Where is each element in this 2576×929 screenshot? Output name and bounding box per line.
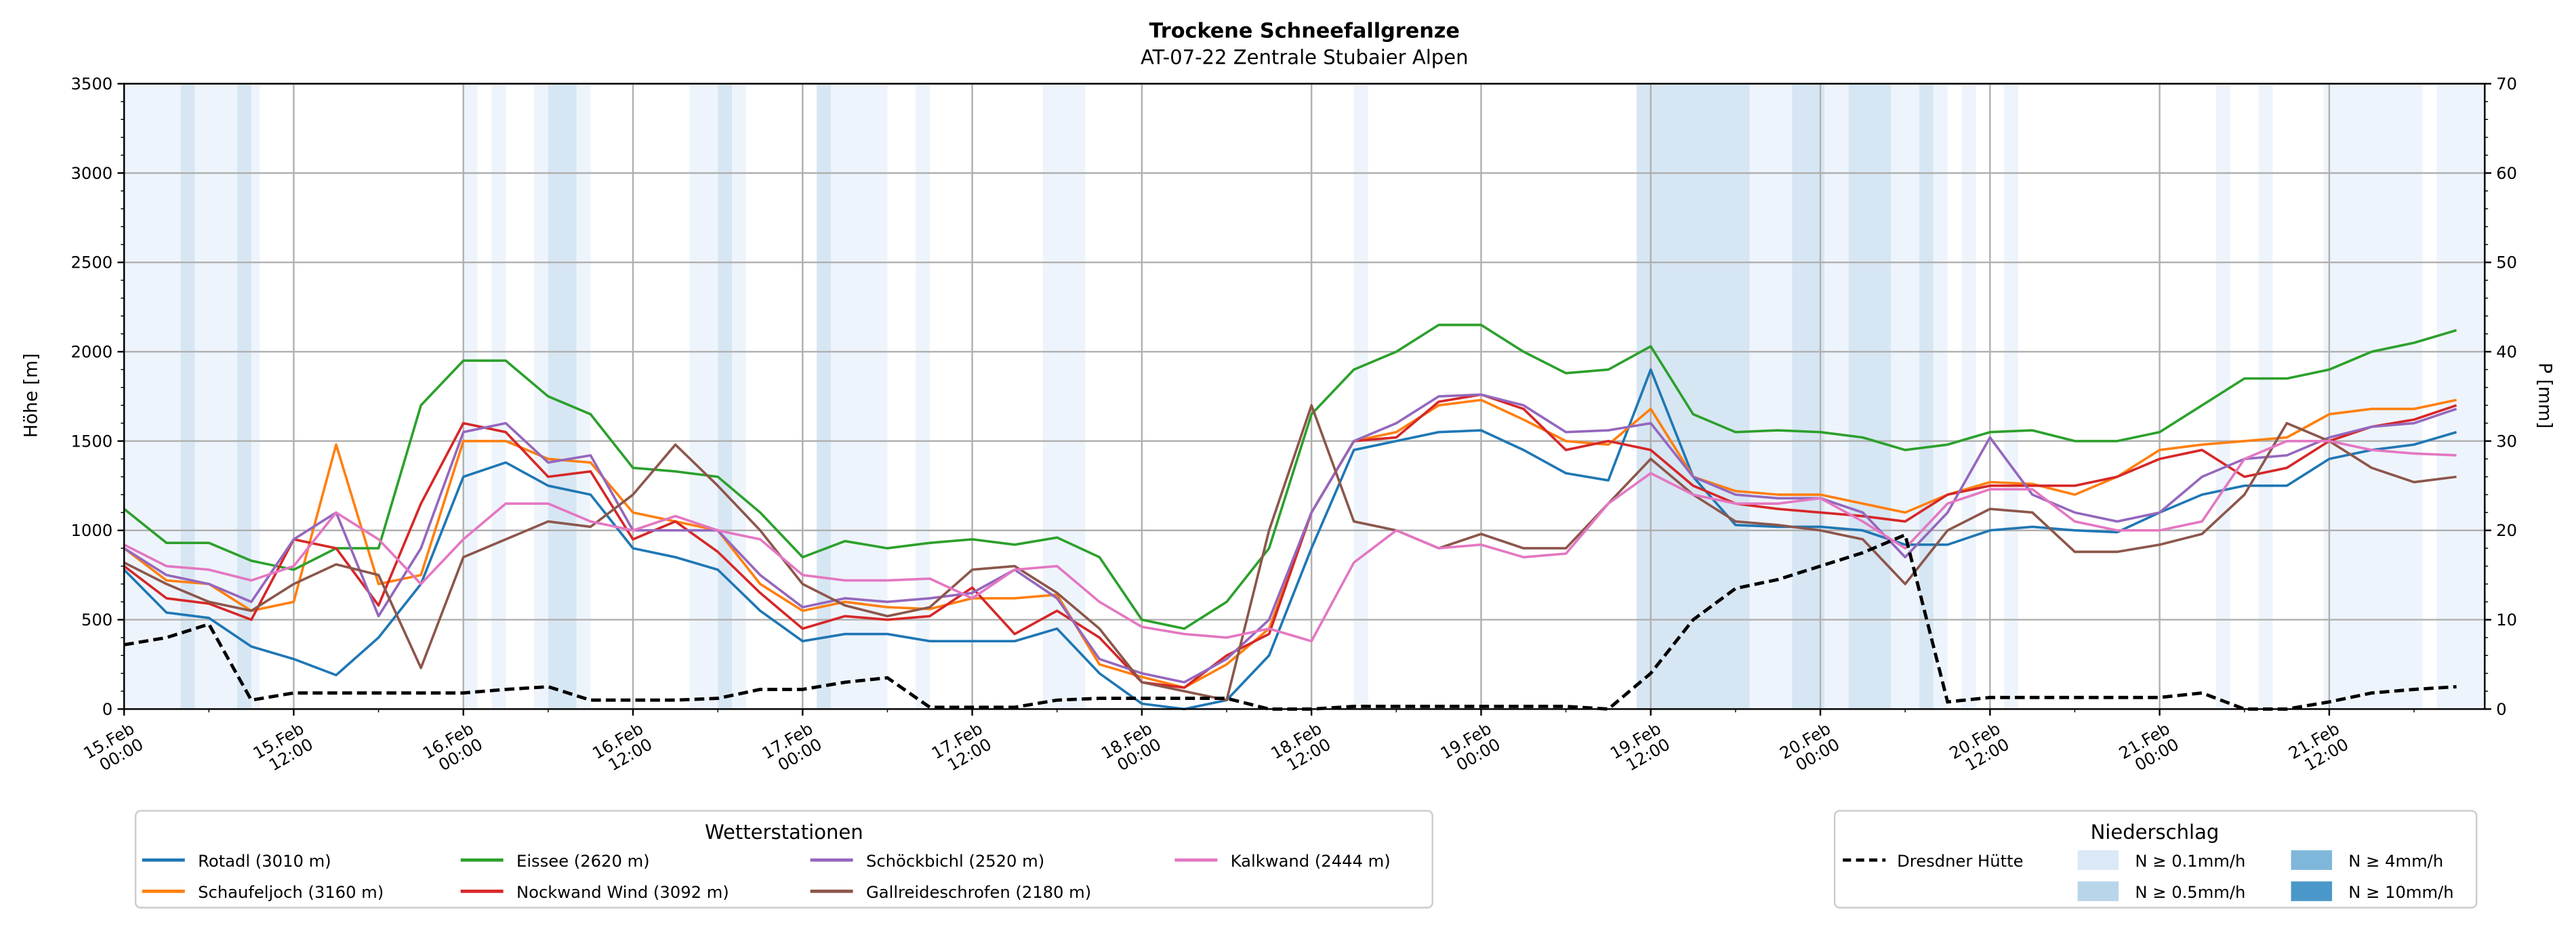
- x-tick-label: 15.Feb00:00: [81, 719, 147, 779]
- chart-subtitle: AT-07-22 Zentrale Stubaier Alpen: [1141, 45, 1469, 68]
- legend-label-station: Eissee (2620 m): [516, 852, 650, 871]
- precip-band: [1933, 83, 1948, 709]
- legend-label-n4: N ≥ 4mm/h: [2348, 852, 2443, 871]
- y-tick-label: 2500: [71, 253, 113, 272]
- precip-band: [180, 83, 195, 709]
- precip-band: [1636, 83, 1750, 709]
- legend-swatch-n10: [2291, 881, 2333, 901]
- y2-tick-label: 40: [2496, 343, 2517, 362]
- precip-band: [1848, 83, 1892, 709]
- series-line-3: [123, 393, 2457, 689]
- y2-tick-label: 10: [2496, 611, 2517, 629]
- precip-band: [1792, 83, 1825, 709]
- y-tick-label: 3500: [71, 75, 113, 94]
- x-tick-label: 18.Feb00:00: [1098, 719, 1164, 779]
- legend-swatch-n4: [2291, 850, 2333, 870]
- precip-band: [491, 83, 506, 709]
- precip-band: [1891, 83, 1920, 709]
- y2-tick-label: 60: [2496, 164, 2517, 183]
- precip-band: [817, 83, 831, 709]
- legend-label-station: Schöckbichl (2520 m): [866, 852, 1044, 871]
- legend-label-station: Nockwand Wind (3092 m): [516, 883, 729, 902]
- precip-band: [718, 83, 732, 709]
- axes: 0 500 1000 1500 2000 2500 3000 3500 0 10 20 30 40 50 6…: [71, 75, 2518, 779]
- precip-band: [1749, 83, 1793, 709]
- precip-band: [1961, 83, 1976, 709]
- y2-tick-label: 50: [2496, 253, 2517, 272]
- x-tick-label: 21.Feb12:00: [2285, 719, 2352, 779]
- x-tick-label: 19.Feb12:00: [1607, 719, 1673, 779]
- y2-axis-label: P [mm]: [2534, 363, 2555, 428]
- legend-label-n05: N ≥ 0.5mm/h: [2135, 883, 2245, 902]
- y2-tick-label: 30: [2496, 432, 2517, 451]
- x-tick-label: 15.Feb12:00: [250, 719, 316, 779]
- legend-label-station: Gallreideschrofen (2180 m): [866, 883, 1091, 902]
- y2-tick-label: 0: [2496, 700, 2506, 719]
- series-line-2: [123, 323, 2457, 630]
- series-line-0: [123, 368, 2457, 711]
- y2-tick-label: 20: [2496, 521, 2517, 540]
- precip-band: [463, 83, 478, 709]
- precip-band: [1353, 83, 1368, 709]
- series-lines: [123, 323, 2457, 711]
- y-tick-label: 3000: [71, 164, 113, 183]
- legend-label-station: Schaufeljoch (3160 m): [198, 883, 384, 902]
- x-tick-label: 17.Feb12:00: [928, 719, 995, 779]
- precip-band: [916, 83, 930, 709]
- x-tick-label: 16.Feb00:00: [420, 719, 486, 779]
- x-tick-label: 18.Feb12:00: [1268, 719, 1334, 779]
- grid-lines: [123, 83, 2485, 710]
- series-line-5: [123, 404, 2457, 702]
- legend-precip-title: Niederschlag: [2091, 821, 2220, 844]
- precip-band: [2436, 83, 2485, 709]
- x-tick-label: 16.Feb12:00: [589, 719, 655, 779]
- plot-frame: [123, 83, 2486, 710]
- precip-band: [548, 83, 577, 709]
- x-tick-label: 20.Feb00:00: [1776, 719, 1843, 779]
- x-tick-label: 20.Feb12:00: [1946, 719, 2013, 779]
- precip-band: [2258, 83, 2273, 709]
- y-tick-label: 0: [102, 700, 113, 719]
- chart-title: Trockene Schneefallgrenze: [1149, 20, 1459, 43]
- x-tick-label: 19.Feb00:00: [1437, 719, 1504, 779]
- series-line-6: [123, 440, 2457, 643]
- legend-stations-title: Wetterstationen: [705, 821, 863, 844]
- legend-label-n10: N ≥ 10mm/h: [2348, 883, 2453, 902]
- y-tick-label: 2000: [71, 343, 113, 362]
- legend-stations: Wetterstationen Rotadl (3010 m) Schaufelj…: [134, 810, 1433, 909]
- x-tick-label: 17.Feb00:00: [759, 719, 825, 779]
- legend-label-n01: N ≥ 0.1mm/h: [2135, 852, 2245, 871]
- legend-precip: Niederschlag Dresdner Hütte N ≥ 0.1mm/h …: [1833, 810, 2478, 909]
- legend-swatch-n05: [2077, 881, 2119, 901]
- legend-label-station: Rotadl (3010 m): [198, 852, 331, 871]
- y2-tick-label: 70: [2496, 75, 2517, 94]
- precip-bands: [124, 83, 2485, 709]
- legend-label-station: Kalkwand (2444 m): [1231, 852, 1391, 871]
- y-tick-label: 500: [81, 611, 113, 629]
- y-tick-label: 1000: [71, 521, 113, 540]
- precip-band: [2216, 83, 2230, 709]
- y-tick-label: 1500: [71, 432, 113, 451]
- legend-label-dresdner: Dresdner Hütte: [1897, 852, 2023, 871]
- x-tick-label: 21.Feb00:00: [2116, 719, 2182, 779]
- precip-band: [2004, 83, 2019, 709]
- series-line-4: [123, 393, 2457, 684]
- y-axis-label: Höhe [m]: [21, 353, 42, 438]
- precip-band: [1824, 83, 1849, 709]
- precip-band: [237, 83, 251, 709]
- precip-band: [2323, 83, 2423, 709]
- legend-swatch-n01: [2077, 850, 2119, 870]
